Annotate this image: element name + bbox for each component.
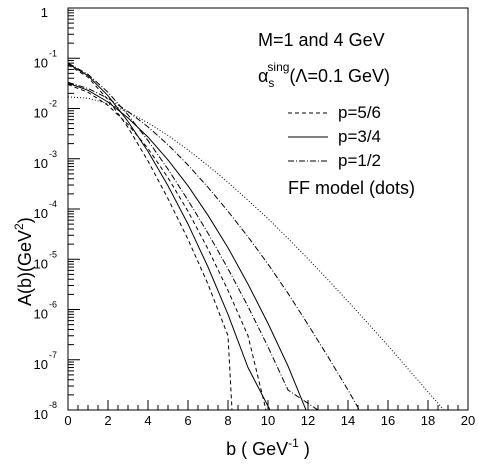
y-tick-exponent: -2 [49,99,57,109]
x-axis-title: b ( GeV-1 ) [226,436,310,459]
series-line-dashed-0 [68,64,233,410]
y-tick-exponent: -3 [49,149,57,159]
y-tick-exponent: -8 [49,400,57,410]
y-tick-exponent: -4 [49,199,57,209]
legend-alpha: α [258,66,268,86]
series-layer [68,62,445,410]
y-tick-exponent: -5 [49,249,57,259]
series-line-solid-2 [68,63,271,410]
x-axis-title-tail: ) [299,439,310,459]
y-tick-exponent: -6 [49,300,57,310]
x-tick-label: 20 [461,413,475,428]
y-tick-exponent: -1 [49,48,57,58]
legend-coupling: αs sing(Λ=0.1 GeV) [258,60,390,90]
x-axis-title-main: b ( GeV [226,439,288,459]
y-tick-exponent: -7 [49,350,57,360]
legend-title: M=1 and 4 GeV [258,30,385,50]
y-axis: 110-110-210-310-410-510-610-710-8 [34,5,80,422]
x-tick-label: 16 [381,413,395,428]
series-line-dashed-1 [68,84,267,410]
y-tick-label: 10 [34,407,48,422]
legend-entry-p12: p=1/2 [338,151,381,170]
legend-coupling-tail: (Λ=0.1 GeV) [289,66,390,86]
x-tick-label: 4 [144,413,151,428]
x-tick-label: 6 [184,413,191,428]
legend-alpha-sup: sing [267,60,289,74]
x-axis-title-exponent: -1 [288,436,299,450]
x-tick-label: 12 [301,413,315,428]
legend: M=1 and 4 GeV αs sing(Λ=0.1 GeV) p=5/6 p=… [258,30,415,198]
y-tick-label: 10 [34,357,48,372]
series-line-dashdot-5 [68,81,424,410]
y-tick-label: 1 [41,5,48,20]
x-axis: 0 2 4 6 8 10 12 14 16 18 20 [64,400,475,428]
x-tick-label: 8 [224,413,231,428]
legend-alpha-sub: s [268,76,274,90]
series-line-dashdot-4 [68,62,319,410]
x-tick-label: 0 [64,413,71,428]
y-axis-title-tail: ) [15,217,35,223]
y-axis-title-main: A(b)(GeV [15,230,35,306]
y-tick-label: 10 [34,256,48,271]
x-tick-label: 14 [341,413,355,428]
y-tick-label: 10 [34,307,48,322]
y-tick-label: 10 [34,156,48,171]
x-tick-label: 18 [421,413,435,428]
y-axis-title-exponent: 2 [12,223,26,230]
y-axis-title: A(b)(GeV2) [12,217,35,306]
legend-ff-note: FF model (dots) [288,178,415,198]
legend-entry-p56: p=5/6 [338,103,381,122]
series-line-dotted-6 [68,96,445,410]
y-tick-label: 10 [34,55,48,70]
series-line-solid-3 [68,82,322,410]
x-tick-label: 10 [261,413,275,428]
legend-entry-p34: p=3/4 [338,127,381,146]
y-tick-label: 10 [34,106,48,121]
x-tick-label: 2 [104,413,111,428]
y-tick-label: 10 [34,206,48,221]
